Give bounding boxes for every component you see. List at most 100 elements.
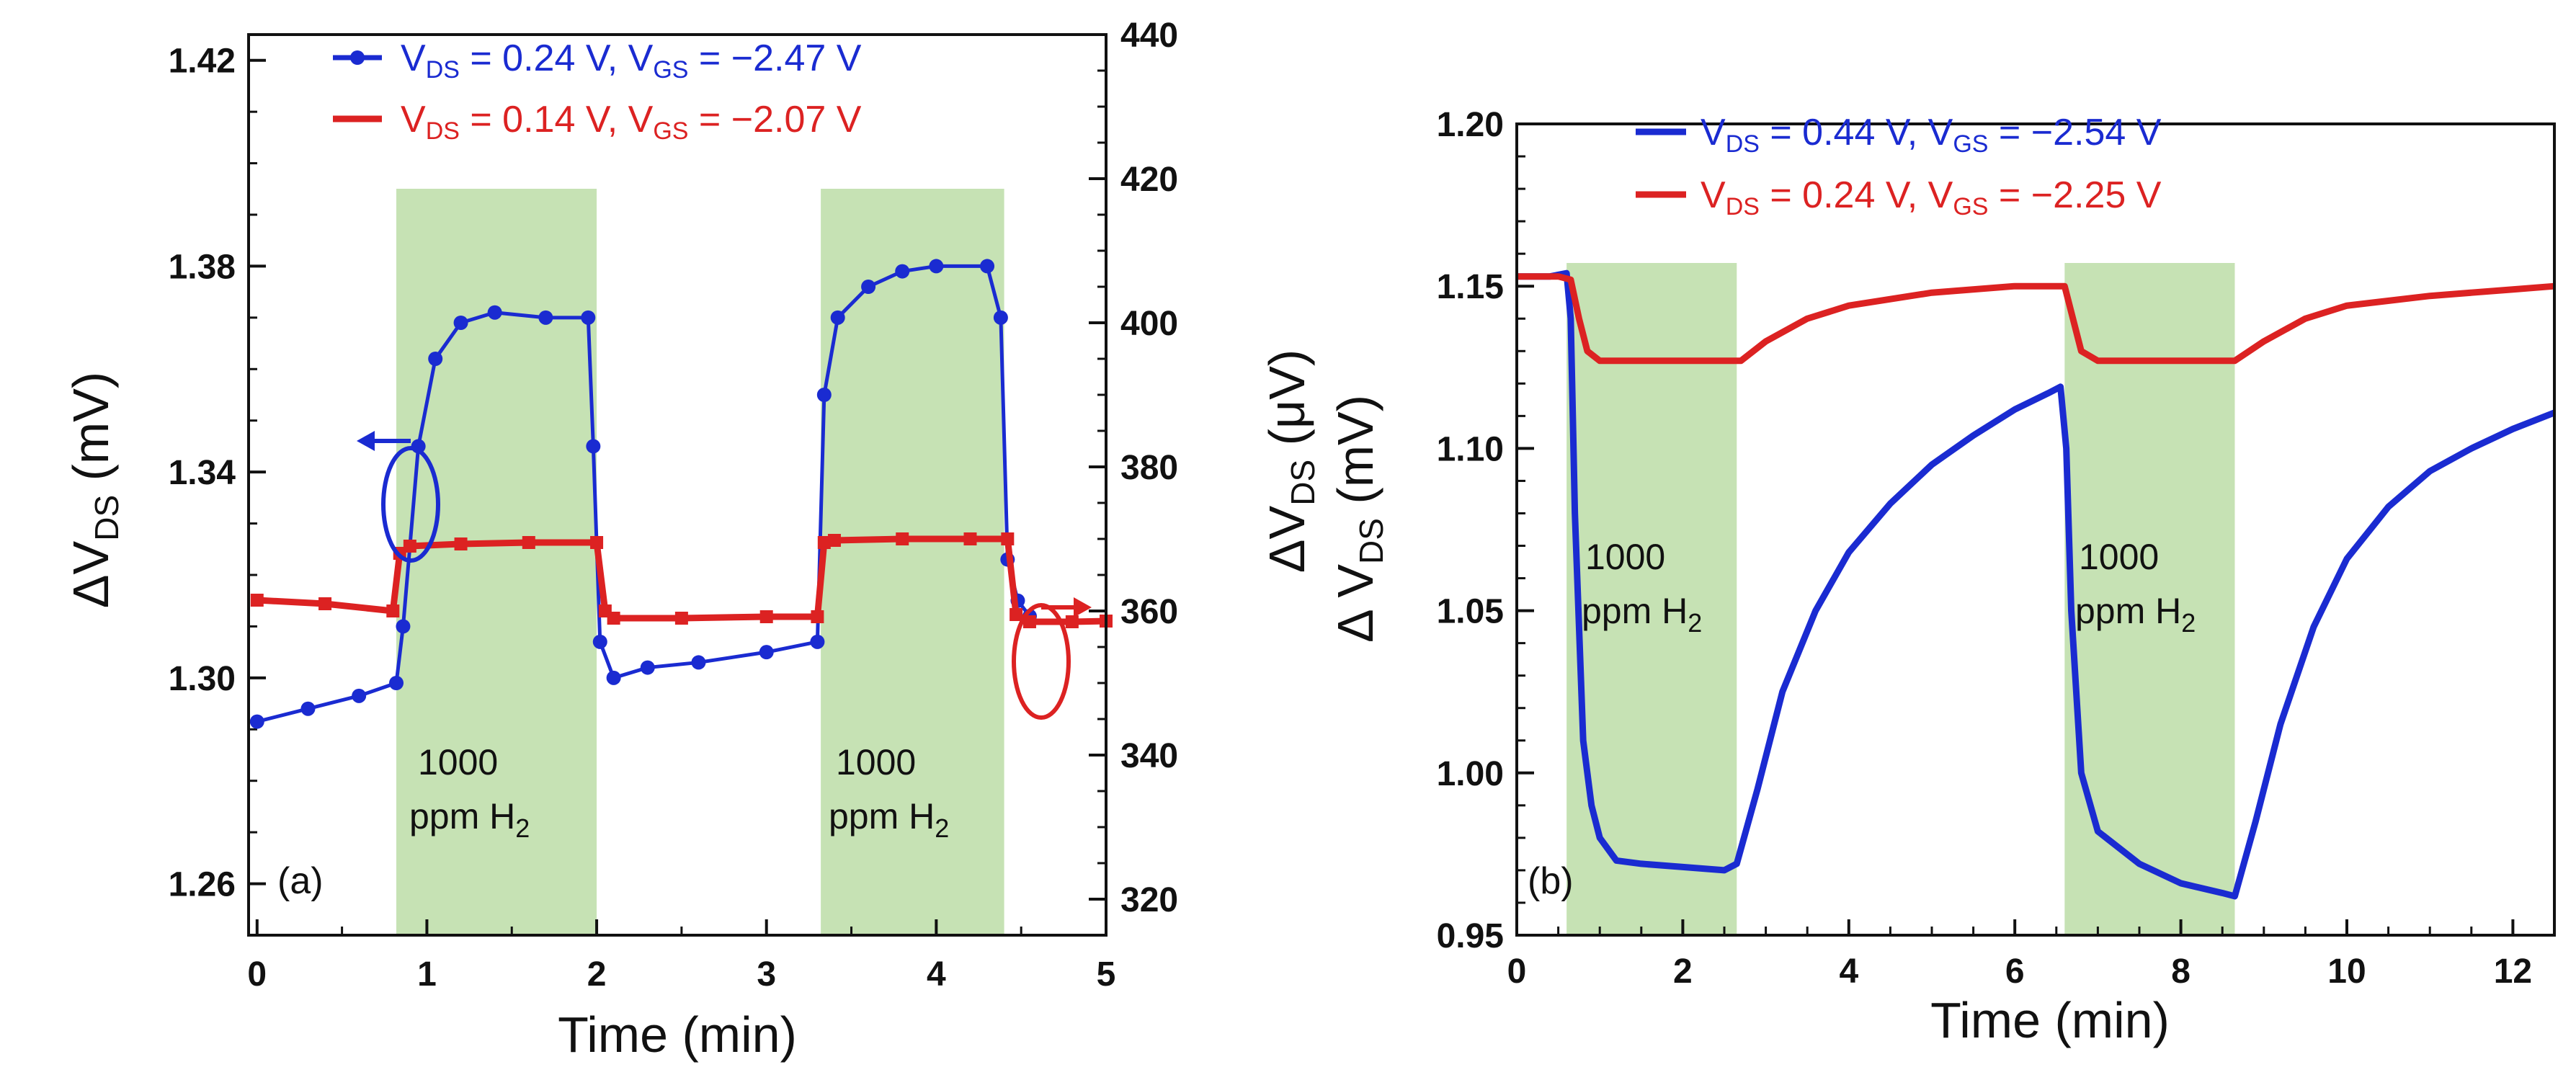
y-tick-label-right-a-6: 440 [1120,17,1178,55]
x-tick-label-a-4: 4 [927,955,946,994]
y-tick-label-b-5: 1.20 [1437,106,1504,144]
data-point-a-0 [993,310,1008,325]
y-tick-label-left-a-4: 1.42 [169,43,236,81]
annotation-h2-a1: 1000 [418,742,498,782]
x-tick-label-a-2: 2 [587,955,607,994]
data-point-a-0 [895,264,910,279]
x-tick-label-a-5: 5 [1097,955,1116,994]
data-point-a-0 [640,660,655,675]
x-tick-label-b-4: 8 [2171,952,2191,991]
annotation-h2-a2-line2: ppm H2 [829,796,949,843]
x-tick-label-b-2: 4 [1839,952,1858,991]
ticks-b: 0 2 4 6 8 10 12 0.95 1.00 1.05 1.10 1.15 1.20 [1437,106,2556,991]
legend-b: VDS = 0.44 V, VGS = −2.54 V VDS = 0.24 V… [1636,112,2162,220]
series-a [249,259,1113,729]
data-point-a-0 [249,714,264,729]
y-tick-label-left-a-3: 1.38 [169,248,236,286]
data-point-a-1 [817,536,831,549]
annotation-h2-b1: 1000 [1585,537,1665,577]
data-point-a-1 [827,534,841,547]
svg-text:VDS = 0.24 V, VGS = −2.25 V: VDS = 0.24 V, VGS = −2.25 V [1701,174,2162,220]
data-point-a-0 [538,310,553,325]
data-point-a-0 [592,634,607,649]
svg-text:VDS = 0.44 V, VGS = −2.54 V: VDS = 0.44 V, VGS = −2.54 V [1701,112,2162,158]
data-point-a-0 [352,688,367,703]
legend-item-a-red: VDS = 0.14 V, VGS = −2.07 V [333,99,862,145]
legend-item-b-red: VDS = 0.24 V, VGS = −2.25 V [1636,174,2162,220]
data-point-a-1 [674,612,688,625]
data-point-a-0 [816,388,832,402]
legend-a: VDS = 0.24 V, VGS = −2.47 V VDS = 0.14 V… [333,37,862,145]
data-point-a-0 [453,316,468,330]
annotation-h2-b2: 1000 [2079,537,2159,577]
data-point-a-0 [691,655,706,670]
x-axis-title-b: Time (min) [1930,992,2170,1048]
y-tick-label-b-3: 1.10 [1437,430,1504,468]
y-tick-label-left-a-2: 1.34 [169,454,236,492]
y-tick-label-b-2: 1.05 [1437,593,1504,631]
x-tick-label-a-0: 0 [247,955,267,994]
y-tick-label-right-a-1: 340 [1120,737,1178,775]
x-axis-title-a: Time (min) [558,1007,797,1063]
y-tick-label-right-a-4: 400 [1120,305,1178,343]
left-axis-indicator-icon [357,431,440,563]
data-point-a-1 [250,594,264,607]
data-point-a-0 [980,259,995,274]
y-tick-label-right-a-3: 380 [1120,449,1178,487]
data-point-a-1 [963,532,977,545]
data-point-a-0 [396,619,411,634]
data-point-a-0 [586,439,601,454]
y-tick-label-right-a-5: 420 [1120,161,1178,199]
x-tick-label-b-5: 10 [2327,952,2366,991]
data-point-a-0 [830,310,845,325]
data-point-a-1 [318,597,332,610]
data-point-a-0 [300,701,316,716]
y-tick-label-left-a-1: 1.30 [169,660,236,698]
x-tick-label-b-3: 6 [2005,952,2025,991]
plot-frame-b [1515,122,2556,937]
y-tick-label-b-4: 1.15 [1437,268,1504,306]
series-line-a-0 [257,264,1031,723]
data-point-a-1 [403,540,416,553]
series-line-b-1 [1517,273,2555,365]
data-point-a-1 [522,536,535,549]
data-point-a-0 [487,305,502,320]
data-point-a-1 [896,532,909,545]
shaded-region-a-1 [821,189,1004,935]
data-point-a-1 [759,610,773,623]
data-point-a-0 [929,259,944,274]
x-tick-label-b-1: 2 [1673,952,1693,991]
x-tick-label-a-1: 1 [417,955,437,994]
panel-label-a: (a) [277,860,324,902]
y-tick-label-right-a-2: 360 [1120,593,1178,631]
annotation-h2-a1-line2: ppm H2 [409,796,530,843]
data-point-a-0 [606,670,621,685]
y-axis-title-right-a: ΔVDS (μV) [1259,349,1322,573]
data-point-a-0 [861,280,876,294]
annotation-h2-b1-line2: ppm H2 [1582,591,1702,638]
legend-item-a-blue: VDS = 0.24 V, VGS = −2.47 V [333,37,862,84]
data-point-a-1 [590,536,604,549]
data-point-a-1 [1010,608,1023,621]
y-axis-title-b: Δ VDS (mV) [1327,395,1390,643]
data-point-a-0 [581,310,596,325]
data-point-a-0 [389,676,404,690]
data-point-a-0 [428,352,443,366]
x-tick-label-b-0: 0 [1507,952,1527,991]
data-point-a-1 [454,537,468,550]
y-tick-label-b-0: 0.95 [1437,917,1504,955]
series-b [1517,269,2556,900]
y-tick-label-right-a-0: 320 [1120,881,1178,919]
panel-b: 0 2 4 6 8 10 12 0.95 1.00 1.05 1.10 1.15 1.20 Time (… [1327,106,2556,1048]
ticks-a: 0 1 2 3 4 5 1.26 1.30 1.34 1.38 1.42 320 340 360 380 40… [169,17,1179,994]
data-point-a-0 [810,634,825,649]
legend-item-b-blue: VDS = 0.44 V, VGS = −2.54 V [1636,112,2162,158]
plot-frame-a [247,33,1107,937]
annotation-h2-a2: 1000 [836,742,916,782]
panel-a: 0 1 2 3 4 5 1.26 1.30 1.34 1.38 1.42 320 340 360 380 40… [63,17,1322,1063]
y-tick-label-left-a-0: 1.26 [169,866,236,904]
data-point-a-1 [607,612,620,625]
x-tick-label-a-3: 3 [757,955,776,994]
data-point-a-1 [386,604,400,617]
